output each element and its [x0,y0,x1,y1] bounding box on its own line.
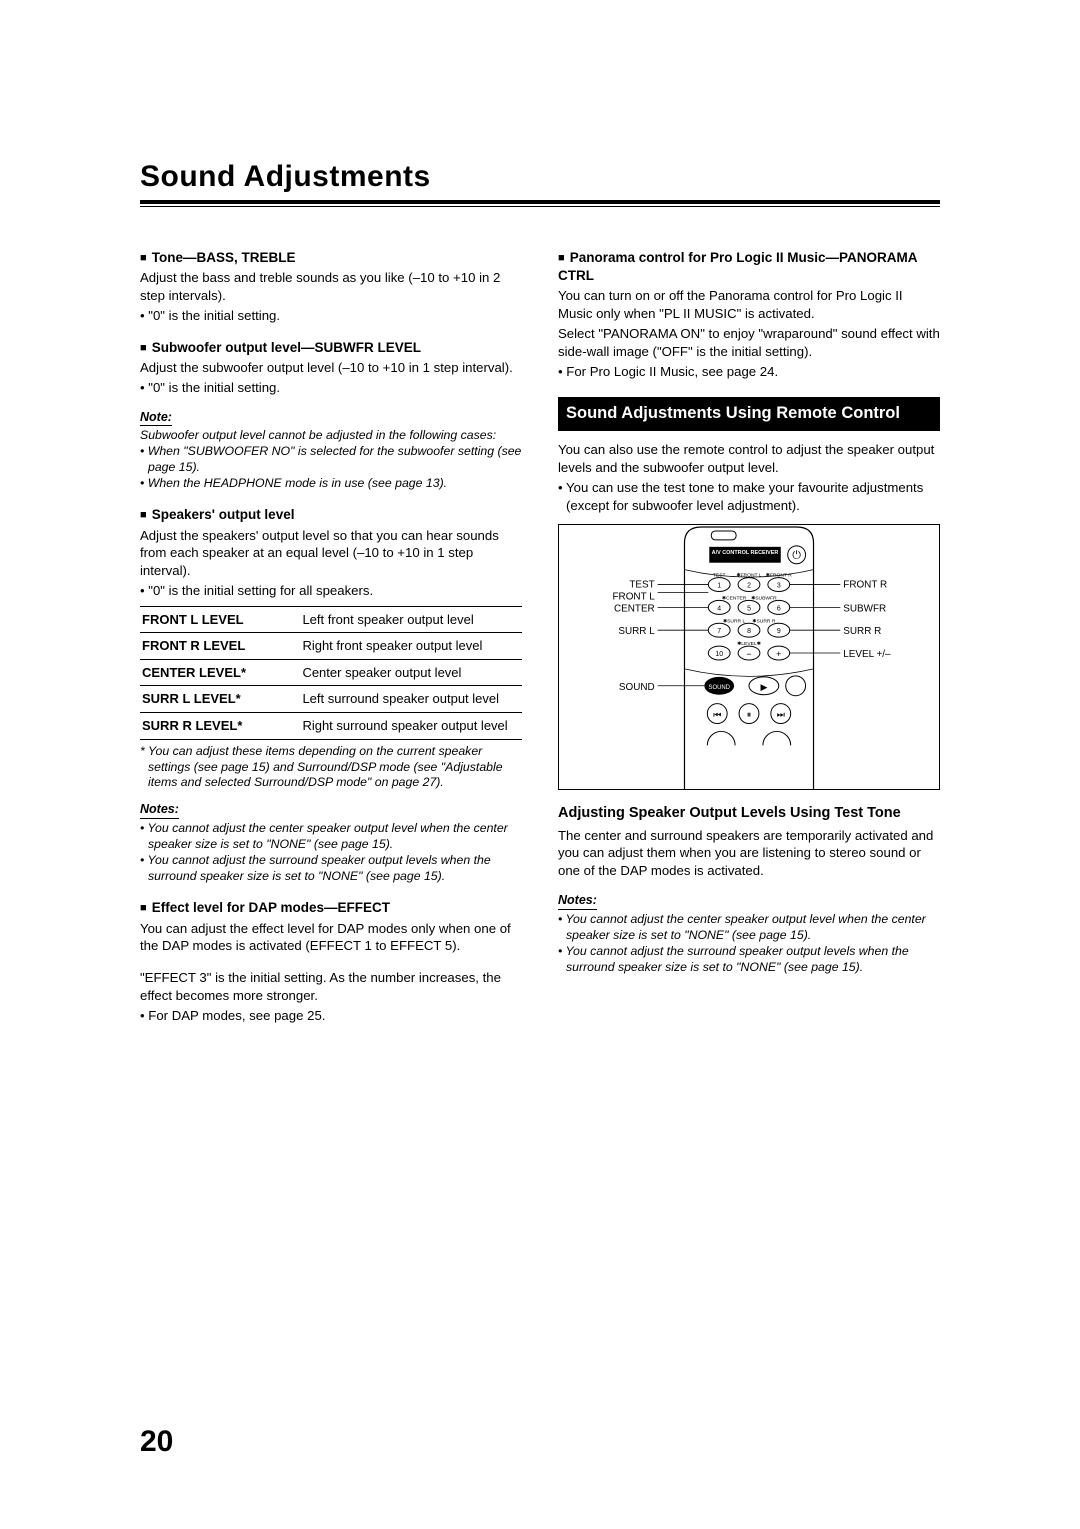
svg-text:⏭: ⏭ [777,710,785,720]
svg-text:9: 9 [777,629,781,636]
body-text: You can also use the remote control to a… [558,441,940,477]
svg-text:✱SURR L: ✱SURR L [723,619,746,625]
cell: SURR L LEVEL* [140,686,300,713]
body-text: • "0" is the initial setting. [140,379,522,397]
svg-text:SURR R: SURR R [843,627,881,638]
sub-heading: Tone—BASS, TREBLE [140,249,522,267]
body-text: Select "PANORAMA ON" to enjoy "wraparoun… [558,325,940,361]
svg-text:SOUND: SOUND [708,685,729,691]
svg-text:✱CENTER: ✱CENTER [722,596,747,602]
sub-heading: Adjusting Speaker Output Levels Using Te… [558,804,940,822]
cell: Right front speaker output level [300,633,522,660]
svg-text:⏻: ⏻ [792,550,801,562]
svg-text:LEVEL +/–: LEVEL +/– [843,649,891,660]
table-row: FRONT R LEVELRight front speaker output … [140,633,522,660]
sub-heading: Subwoofer output level—SUBWFR LEVEL [140,339,522,357]
rule [140,200,940,204]
cell: Center speaker output level [300,659,522,686]
svg-text:⏸: ⏸ [747,710,751,720]
sub-heading: Panorama control for Pro Logic II Music—… [558,249,940,285]
svg-text:7: 7 [717,629,721,636]
body-text: Adjust the subwoofer output level (–10 t… [140,359,522,377]
cell: Left surround speaker output level [300,686,522,713]
body-text: • "0" is the initial setting. [140,307,522,325]
note-heading: Notes: [140,801,179,819]
svg-text:SOUND: SOUND [619,682,655,693]
page-number: 20 [140,1425,173,1459]
sub-heading: Speakers' output level [140,506,522,524]
remote-diagram: A/V CONTROL RECEIVER ⏻ TEST ✱FRONT L ✱FR… [558,524,940,790]
left-column: Tone—BASS, TREBLE Adjust the bass and tr… [140,235,522,1027]
note-text: • You cannot adjust the center speaker o… [558,912,940,944]
svg-text:4: 4 [717,606,721,613]
svg-text:TEST: TEST [629,580,654,591]
note-text: Subwoofer output level cannot be adjuste… [140,428,522,444]
svg-text:⏮: ⏮ [713,710,721,720]
svg-text:✱SUBWFR: ✱SUBWFR [751,596,777,602]
svg-text:CENTER: CENTER [614,604,655,615]
body-text: You can adjust the effect level for DAP … [140,920,522,956]
page-title: Sound Adjustments [140,160,940,194]
svg-text:2: 2 [747,583,751,590]
note-heading: Notes: [558,892,597,910]
svg-text:5: 5 [747,606,751,613]
cell: FRONT L LEVEL [140,606,300,633]
svg-text:−: − [746,649,751,659]
svg-text:SURR L: SURR L [618,627,655,638]
cell: Left front speaker output level [300,606,522,633]
svg-text:3: 3 [777,583,781,590]
svg-text:FRONT R: FRONT R [843,580,887,591]
svg-text:1: 1 [717,583,721,590]
body-text: • You can use the test tone to make your… [558,479,940,515]
body-text: • For Pro Logic II Music, see page 24. [558,363,940,381]
body-text: • For DAP modes, see page 25. [140,1007,522,1025]
rule [140,206,940,207]
note-text: • You cannot adjust the surround speaker… [140,853,522,885]
svg-text:✱SURR R: ✱SURR R [752,619,776,625]
svg-text:▶: ▶ [760,682,767,692]
svg-text:10: 10 [715,651,723,658]
right-column: Panorama control for Pro Logic II Music—… [558,235,940,1027]
body-text: Adjust the bass and treble sounds as you… [140,269,522,305]
sub-heading: Effect level for DAP modes—EFFECT [140,899,522,917]
svg-text:6: 6 [777,606,781,613]
table-row: CENTER LEVEL*Center speaker output level [140,659,522,686]
cell: CENTER LEVEL* [140,659,300,686]
body-text: • "0" is the initial setting for all spe… [140,582,522,600]
footnote: * You can adjust these items depending o… [140,744,522,792]
body-text: Adjust the speakers' output level so tha… [140,527,522,580]
cell: SURR R LEVEL* [140,712,300,739]
body-text: You can turn on or off the Panorama cont… [558,287,940,323]
table-row: SURR R LEVEL*Right surround speaker outp… [140,712,522,739]
note-text: • When the HEADPHONE mode is in use (see… [140,476,522,492]
svg-text:8: 8 [747,629,751,636]
note-text: • When "SUBWOOFER NO" is selected for th… [140,444,522,476]
table-row: FRONT L LEVELLeft front speaker output l… [140,606,522,633]
table-row: SURR L LEVEL*Left surround speaker outpu… [140,686,522,713]
svg-text:+: + [776,649,781,659]
body-text: "EFFECT 3" is the initial setting. As th… [140,969,522,1005]
section-bar: Sound Adjustments Using Remote Control [558,397,940,432]
cell: FRONT R LEVEL [140,633,300,660]
svg-text:A/V CONTROL RECEIVER: A/V CONTROL RECEIVER [712,550,779,556]
note-text: • You cannot adjust the surround speaker… [558,944,940,976]
note-text: • You cannot adjust the center speaker o… [140,821,522,853]
svg-text:SUBWFR: SUBWFR [843,604,886,615]
cell: Right surround speaker output level [300,712,522,739]
speaker-level-table: FRONT L LEVELLeft front speaker output l… [140,606,522,740]
svg-text:FRONT L: FRONT L [613,592,656,603]
body-text: The center and surround speakers are tem… [558,827,940,880]
note-heading: Note: [140,409,172,427]
